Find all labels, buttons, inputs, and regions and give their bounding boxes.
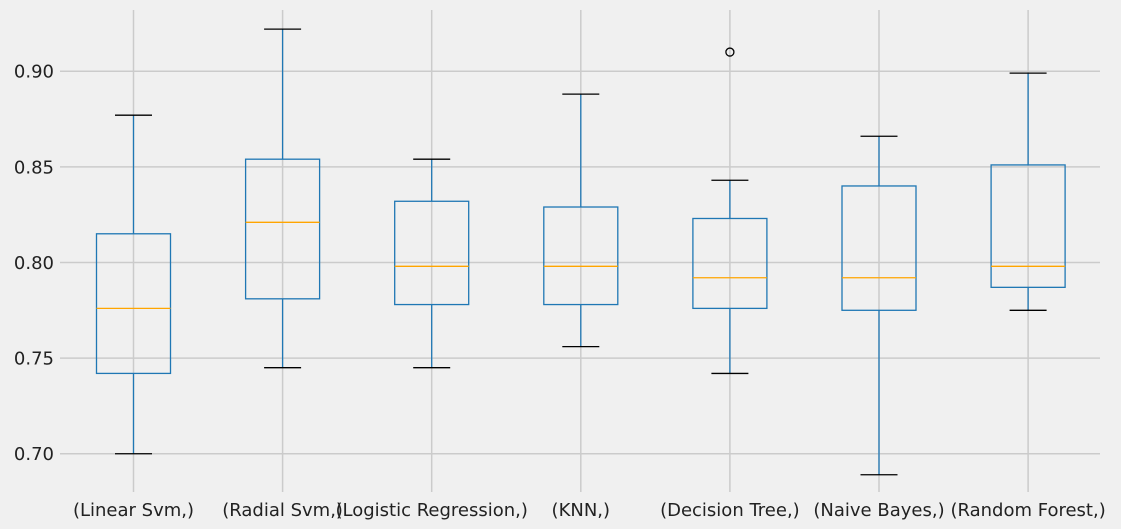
y-axis-tick-labels: 0.70 0.75 0.80 0.85 0.90 bbox=[14, 62, 54, 466]
box-4 bbox=[543, 93, 619, 348]
box-6 bbox=[841, 135, 917, 476]
box-3 bbox=[394, 158, 470, 369]
iqr-box bbox=[394, 200, 470, 306]
box-5 bbox=[692, 47, 768, 375]
iqr-box bbox=[692, 217, 768, 310]
x-tick-label: (Decision Tree,) bbox=[660, 500, 800, 521]
y-tick-label: 0.80 bbox=[14, 253, 54, 274]
y-tick-label: 0.70 bbox=[14, 444, 54, 465]
x-tick-label: (Naive Bayes,) bbox=[813, 500, 944, 521]
outlier-point bbox=[725, 47, 735, 57]
box-series bbox=[95, 28, 1066, 476]
y-tick-label: 0.85 bbox=[14, 157, 54, 178]
iqr-box bbox=[990, 164, 1066, 288]
iqr-box bbox=[841, 185, 917, 311]
x-tick-label: (Random Forest,) bbox=[950, 500, 1105, 521]
box-7 bbox=[990, 72, 1066, 311]
x-tick-label: (KNN,) bbox=[552, 500, 611, 521]
box-1 bbox=[95, 114, 172, 455]
y-tick-label: 0.90 bbox=[14, 62, 54, 83]
x-tick-label: (Radial Svm,) bbox=[222, 500, 343, 521]
x-tick-label: (Linear Svm,) bbox=[73, 500, 194, 521]
box-2 bbox=[244, 28, 321, 369]
iqr-box bbox=[543, 206, 619, 306]
grid-lines bbox=[60, 10, 1100, 492]
iqr-box bbox=[95, 233, 172, 375]
y-tick-label: 0.75 bbox=[14, 349, 54, 370]
iqr-box bbox=[244, 158, 321, 300]
x-axis-tick-labels: (Linear Svm,) (Radial Svm,)(Logistic Regr… bbox=[73, 500, 1106, 521]
x-tick-label: (Logistic Regression,) bbox=[335, 500, 527, 521]
